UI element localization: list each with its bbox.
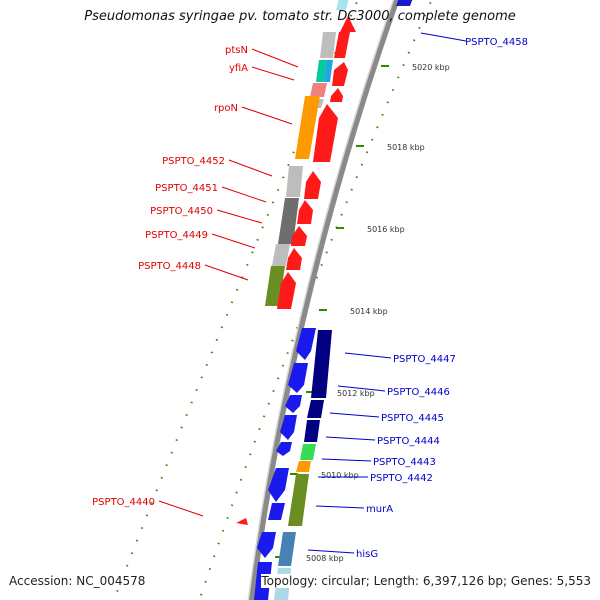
leader-line-pspto-4447 [344,352,392,359]
gene-arrow-4445b[interactable] [280,415,297,440]
gene-arrow-4452[interactable] [304,171,321,199]
scale-tick-label: 5008 kbp [306,554,344,563]
gene-arrow-4443[interactable] [268,468,289,502]
gene-label-hisg[interactable]: hisG [356,549,378,560]
gene-bar-4444[interactable] [300,444,316,460]
accession-text: Accession: NC_004578 [9,574,146,588]
map-title: Pseudomonas syringae pv. tomato str. DC3… [84,9,516,24]
leader-line-pspto-4445 [329,412,380,418]
leader-line-pspto-4440 [158,500,204,517]
gene-bar-4445[interactable] [304,420,320,442]
gene-bar-rpoN[interactable] [295,96,320,159]
gene-arrow-rpoN[interactable] [313,104,338,162]
leader-line-yfia [251,66,295,81]
gene-bar-4446[interactable] [307,400,324,418]
top-blue-feature-inner[interactable] [336,0,349,10]
gene-label-pspto-4448[interactable]: PSPTO_4448 [138,261,201,272]
gene-label-pspto-4458[interactable]: PSPTO_4458 [465,37,528,48]
leader-line-pspto-4450 [216,209,263,224]
gene-arrow-4448[interactable] [277,272,296,309]
scale-tick-label: 5018 kbp [387,143,425,152]
scale-tick-label: 5010 kbp [321,471,359,480]
genome-backbone-highlight [247,0,395,600]
gene-bar-4452[interactable] [286,166,303,197]
gene-bar-4442[interactable] [288,474,309,526]
gene-label-pspto-4443[interactable]: PSPTO_4443 [373,457,436,468]
gene-bar-small-pink[interactable] [310,83,327,97]
leader-line-pspto-4446 [337,385,386,392]
gene-arrow-yfiA[interactable] [332,62,348,86]
scale-tick-label: 5014 kbp [350,307,388,316]
leader-line-mura [315,505,365,509]
gene-features [236,16,356,600]
leader-line-pspto-4451 [221,186,267,203]
gene-bar-4451[interactable] [278,198,299,244]
leader-line-hisg [307,549,355,554]
gene-label-pspto-4446[interactable]: PSPTO_4446 [387,387,450,398]
genome-backbone [248,0,400,600]
gene-label-rpon[interactable]: rpoN [214,103,238,114]
gene-label-pspto-4444[interactable]: PSPTO_4444 [377,436,440,447]
leader-line-pspto-4443 [321,458,372,462]
gene-arrow-4450[interactable] [291,226,307,246]
leader-line-pspto-4444 [325,436,376,441]
gene-arrow-ptsN[interactable] [334,16,356,58]
leader-line-pspto-4458 [420,32,467,42]
gene-label-pspto-4449[interactable]: PSPTO_4449 [145,230,208,241]
scale-tick-label: 5016 kbp [367,225,405,234]
scale-tick-label: 5012 kbp [337,389,375,398]
gene-label-pspto-4452[interactable]: PSPTO_4452 [162,156,225,167]
top-blue-feature[interactable] [396,0,413,6]
gene-label-pspto-4450[interactable]: PSPTO_4450 [150,206,213,217]
gene-bar-4447[interactable] [311,330,332,398]
gene-arrow-4444[interactable] [276,442,292,456]
gene-bar-hisG[interactable] [278,532,296,566]
genome-summary-text: Topology: circular; Length: 6,397,126 bp… [261,574,591,588]
leader-line-rpon [241,106,293,125]
gene-label-pspto-4440[interactable]: PSPTO_4440 [92,497,155,508]
gene-arrow-small[interactable] [330,88,343,102]
gene-label-ptsn[interactable]: ptsN [225,45,248,56]
gene-label-pspto-4445[interactable]: PSPTO_4445 [381,413,444,424]
leader-line-pspto-4449 [211,233,256,249]
gene-label-yfia[interactable]: yfiA [229,63,248,74]
gene-bar-4449[interactable] [272,244,290,266]
gene-label-pspto-4447[interactable]: PSPTO_4447 [393,354,456,365]
gene-bar-4443[interactable] [296,461,311,472]
gene-arrow-murA[interactable] [268,503,285,520]
gene-label-pspto-4451[interactable]: PSPTO_4451 [155,183,218,194]
gene-arrow-4449[interactable] [286,248,302,270]
gene-labels: ptsN yfiA rpoN PSPTO_4452 PSPTO_4451 PSPTO_44… [92,37,528,560]
scale-ticks: 5020 kbp 5018 kbp 5016 kbp 5014 kbp 5012 kbp… [275,63,450,563]
gene-arrow-4447[interactable] [296,328,316,360]
gene-label-mura[interactable]: murA [366,504,393,515]
leader-line-pspto-4452 [228,159,273,177]
gene-label-pspto-4442[interactable]: PSPTO_4442 [370,473,433,484]
gene-arrow-4445a[interactable] [285,395,302,413]
gene-arrow-4451[interactable] [297,200,313,224]
gene-bar-yfiA[interactable] [316,60,326,82]
outer-scale-ring [198,0,433,600]
leader-line-pspto-4448 [204,264,249,281]
leader-line-ptsn [251,48,299,68]
scale-tick-label: 5020 kbp [412,63,450,72]
gene-bar-yfiA-2[interactable] [323,60,333,82]
label-leader-lines [158,32,467,554]
gene-bar-ptsN[interactable] [320,32,336,58]
gene-arrow-hisG[interactable] [257,532,276,558]
gene-marker-4440[interactable] [236,518,248,525]
gene-arrow-4446[interactable] [288,363,308,393]
